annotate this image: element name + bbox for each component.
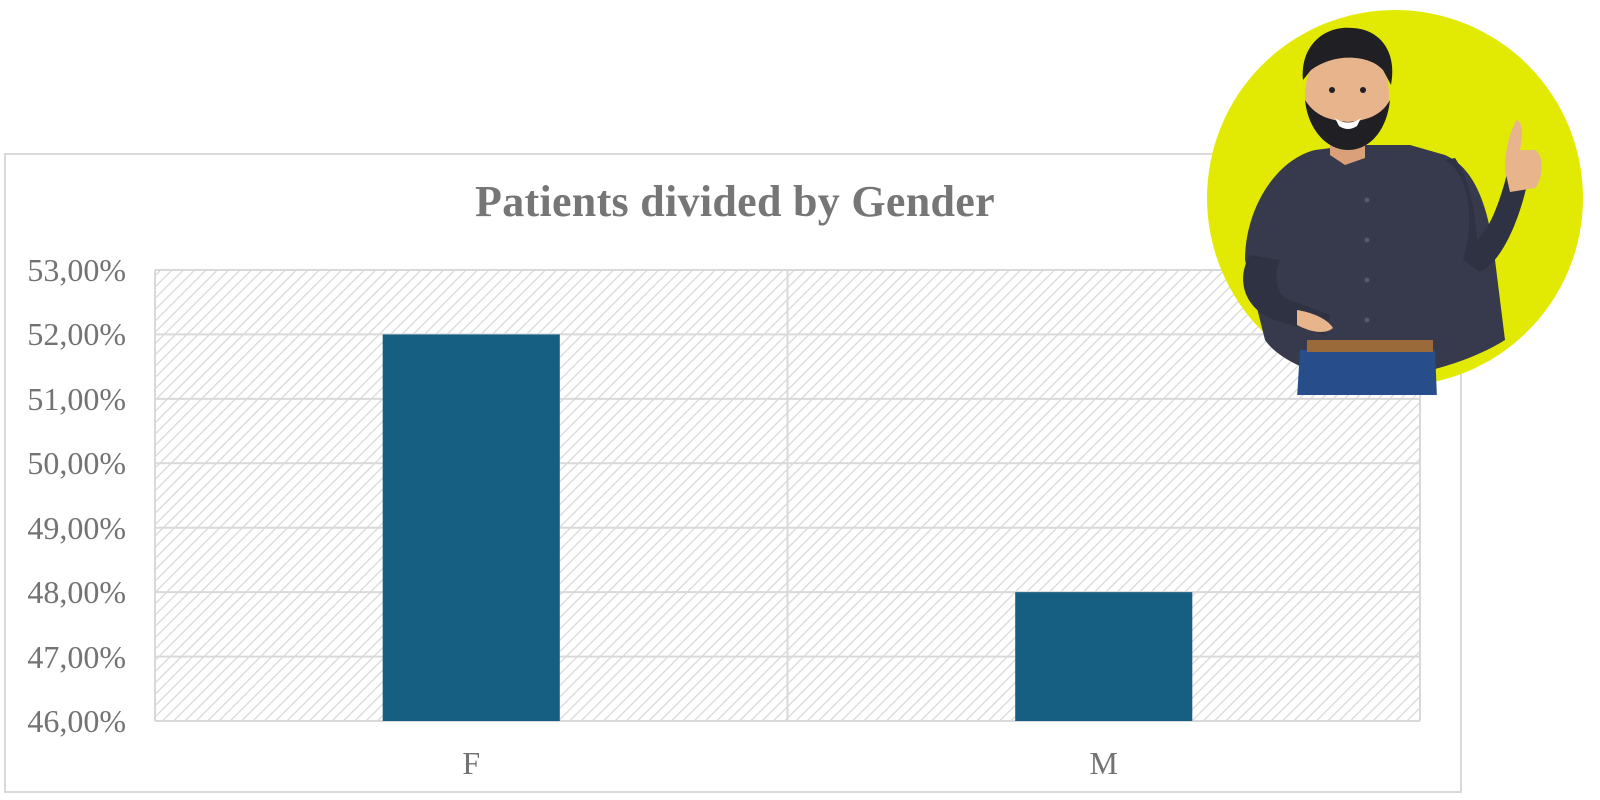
bar-f	[382, 334, 560, 721]
y-tick-label: 51,00%	[27, 380, 126, 417]
chart-title: Patients divided by Gender	[475, 177, 995, 226]
y-tick-label: 53,00%	[27, 252, 126, 288]
y-tick-label: 46,00%	[27, 703, 126, 739]
x-tick-label: M	[1089, 745, 1118, 781]
y-tick-label: 47,00%	[27, 638, 126, 675]
bar-m	[1015, 592, 1193, 721]
y-tick-label: 49,00%	[27, 509, 126, 546]
x-tick-label: F	[462, 745, 481, 781]
y-tick-label: 48,00%	[27, 574, 126, 611]
bars	[382, 334, 1193, 721]
y-tick-label: 52,00%	[27, 316, 126, 353]
smiling-bearded-man-thumbs-up-icon	[1207, 10, 1583, 395]
y-tick-label: 50,00%	[27, 445, 126, 482]
